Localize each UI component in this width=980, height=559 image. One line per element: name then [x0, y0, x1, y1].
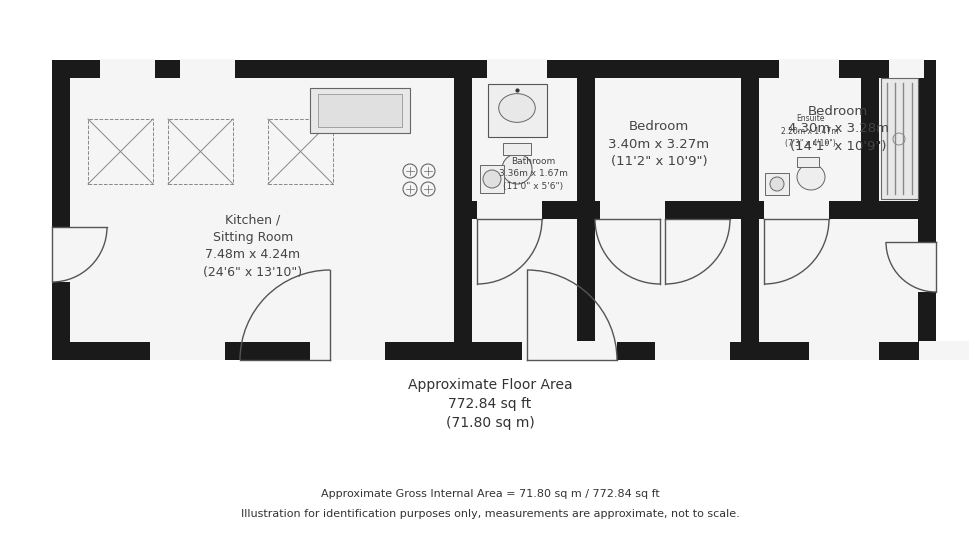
- Ellipse shape: [502, 154, 532, 184]
- Bar: [759, 201, 936, 219]
- Text: Bathroom
3.36m x 1.67m
(11'0" x 5'6"): Bathroom 3.36m x 1.67m (11'0" x 5'6"): [499, 157, 567, 191]
- Bar: [52, 227, 71, 282]
- Ellipse shape: [797, 164, 825, 190]
- Bar: [918, 242, 937, 292]
- Bar: [779, 59, 839, 78]
- Bar: [477, 199, 542, 219]
- Bar: [480, 165, 504, 193]
- Bar: [503, 143, 531, 155]
- Bar: [600, 199, 665, 219]
- Circle shape: [770, 177, 784, 191]
- Text: Bedroom
4.30m x 3.28m
(14'1" x 10'9"): Bedroom 4.30m x 3.28m (14'1" x 10'9"): [788, 105, 889, 153]
- Bar: [655, 341, 730, 360]
- Bar: [454, 78, 472, 342]
- Text: Kitchen /
Sitting Room
7.48m x 4.24m
(24'6" x 13'10"): Kitchen / Sitting Room 7.48m x 4.24m (24…: [204, 213, 303, 279]
- Circle shape: [483, 170, 501, 188]
- Bar: [919, 341, 969, 360]
- Bar: [150, 341, 225, 360]
- Bar: [764, 199, 829, 219]
- Text: Ensuite
2.20m x 1.47m
(7'3" x 4'10"): Ensuite 2.20m x 1.47m (7'3" x 4'10"): [781, 115, 839, 148]
- Bar: [809, 341, 879, 360]
- Bar: [797, 157, 819, 167]
- Text: Approximate Gross Internal Area = 71.80 sq m / 772.84 sq ft: Approximate Gross Internal Area = 71.80 …: [320, 489, 660, 499]
- Bar: [310, 341, 385, 360]
- Bar: [765, 173, 789, 195]
- Bar: [52, 60, 936, 360]
- Bar: [168, 119, 233, 184]
- Bar: [522, 341, 617, 360]
- Bar: [861, 78, 879, 201]
- Bar: [577, 78, 595, 342]
- Bar: [88, 119, 153, 184]
- Bar: [889, 59, 924, 78]
- Bar: [881, 78, 918, 199]
- Bar: [472, 201, 577, 219]
- Bar: [488, 84, 547, 137]
- Bar: [318, 94, 402, 127]
- Bar: [310, 88, 410, 133]
- Text: Approximate Floor Area
772.84 sq ft
(71.80 sq m): Approximate Floor Area 772.84 sq ft (71.…: [408, 377, 572, 430]
- Bar: [741, 78, 759, 342]
- Text: Bedroom
3.40m x 3.27m
(11'2" x 10'9"): Bedroom 3.40m x 3.27m (11'2" x 10'9"): [609, 120, 710, 168]
- Ellipse shape: [499, 94, 535, 122]
- Bar: [595, 201, 741, 219]
- Text: Illustration for identification purposes only, measurements are approximate, not: Illustration for identification purposes…: [241, 509, 739, 519]
- Bar: [180, 59, 235, 78]
- Bar: [70, 78, 918, 342]
- Bar: [268, 119, 333, 184]
- Bar: [487, 59, 547, 78]
- Bar: [100, 59, 155, 78]
